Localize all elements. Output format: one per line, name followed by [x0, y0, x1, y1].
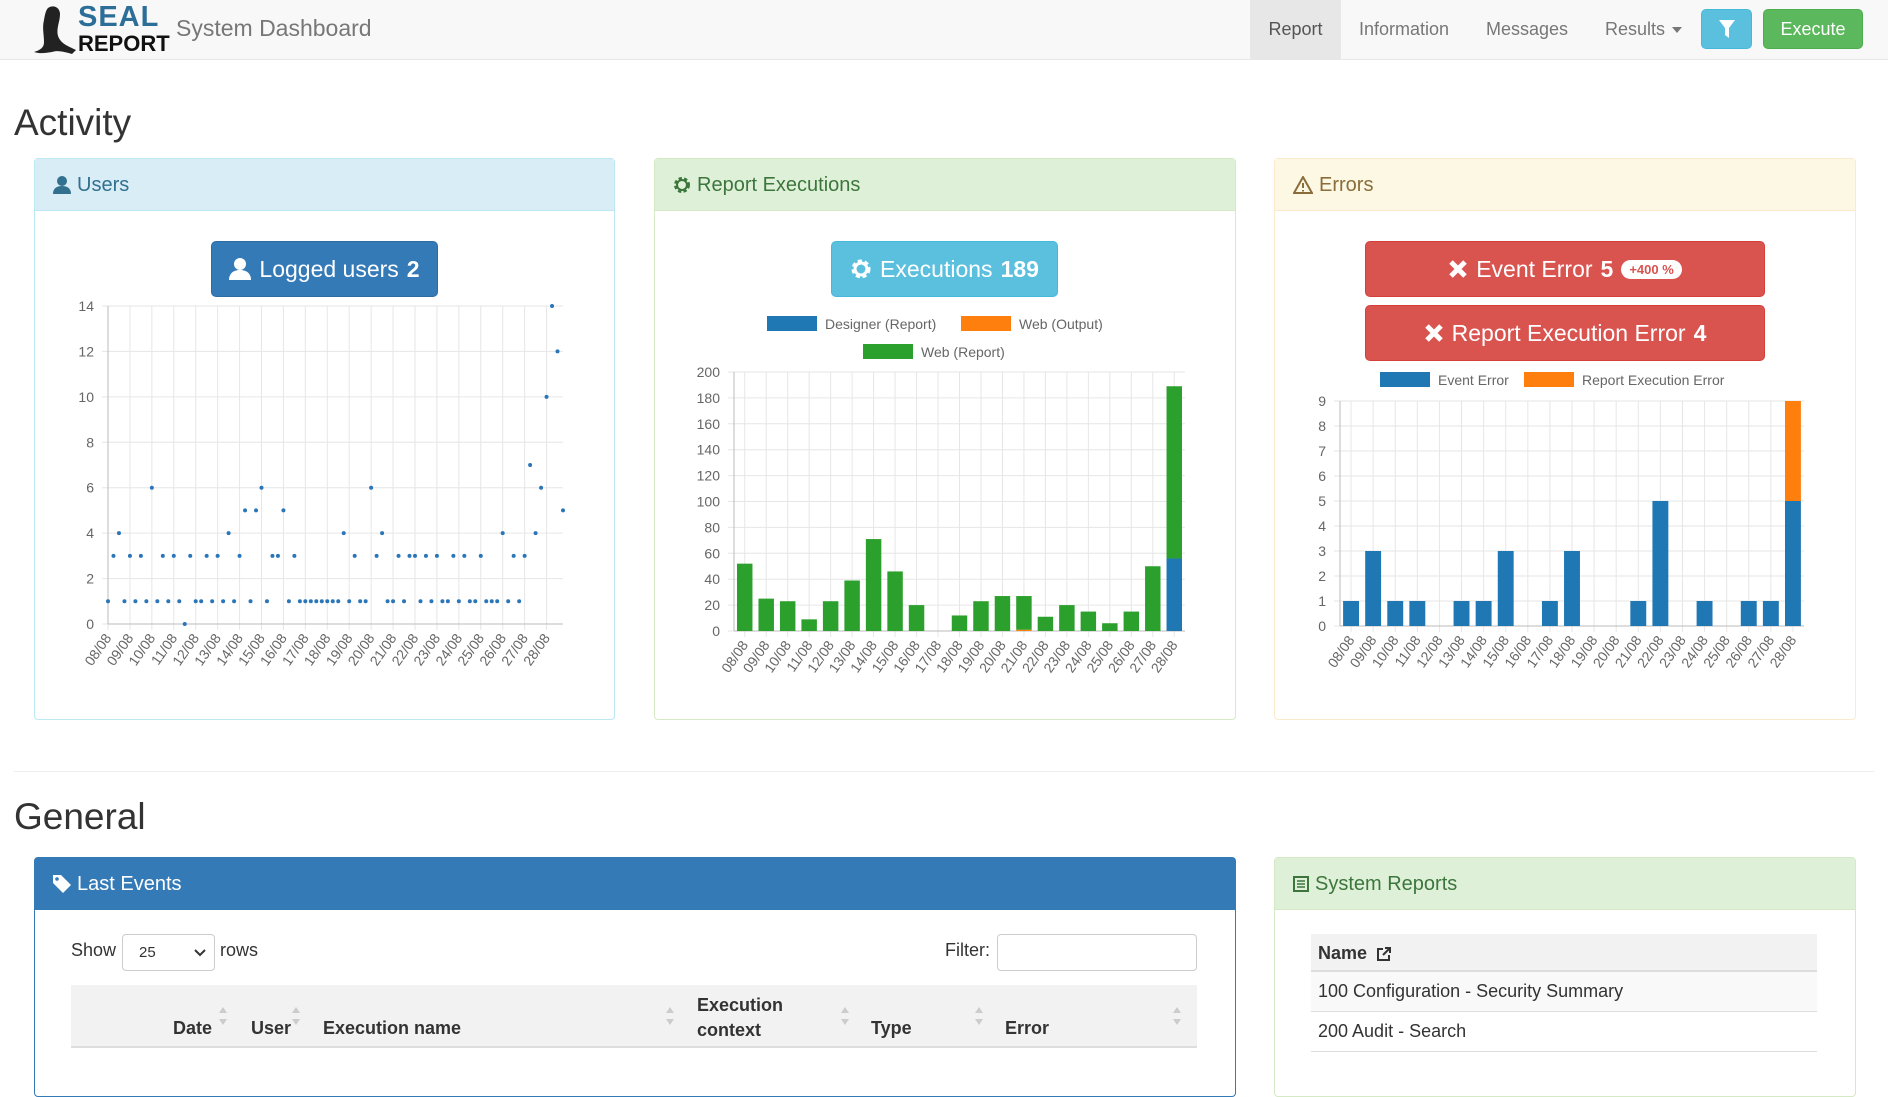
event-error-button[interactable]: Event Error 5 +400 % — [1365, 241, 1765, 297]
user-icon — [53, 175, 71, 194]
sort-icon — [975, 1007, 983, 1025]
panel-title: Report Executions — [697, 173, 861, 196]
badge: +400 % — [1621, 259, 1682, 279]
panel-header: Errors — [1275, 159, 1855, 211]
user-icon — [229, 258, 252, 280]
panel-header: Last Events — [35, 858, 1235, 910]
table-header: Date User Execution name Execution conte… — [71, 985, 1197, 1048]
column-header[interactable]: Execution context — [697, 995, 784, 1040]
external-icon — [1377, 947, 1391, 961]
nav-title: System Dashboard — [176, 15, 372, 41]
panel-title: System Reports — [1315, 872, 1458, 895]
divider — [14, 771, 1874, 772]
filter-input[interactable] — [997, 934, 1197, 971]
panel-title: Last Events — [77, 872, 182, 895]
button-value: 5 — [1600, 255, 1614, 282]
caret — [1672, 27, 1682, 33]
sort-icon — [1173, 1007, 1181, 1025]
menu-results[interactable]: Results — [1605, 19, 1666, 39]
brand-bottom: REPORT — [78, 31, 170, 56]
panel-title: Errors — [1319, 173, 1374, 196]
rows-label: rows — [220, 940, 259, 960]
execute-button[interactable]: Execute — [1763, 9, 1863, 49]
sort-icon — [292, 1007, 300, 1025]
panel-title: Users — [77, 173, 130, 196]
x-icon — [1424, 324, 1443, 342]
button-value: 189 — [1000, 255, 1039, 282]
tag-icon — [53, 874, 71, 893]
column-header[interactable]: Type — [871, 1018, 912, 1038]
button-label: Report Execution Error — [1451, 319, 1686, 346]
button-label: Event Error — [1476, 255, 1593, 282]
button-label: Logged users — [259, 255, 399, 282]
panel-header: System Reports — [1275, 858, 1855, 910]
column-header[interactable]: User — [251, 1018, 292, 1038]
executions-button[interactable]: Executions 189 — [831, 241, 1058, 297]
filter-icon — [1718, 20, 1735, 38]
section-title: General — [14, 796, 146, 837]
button-value: 2 — [406, 255, 420, 282]
column-header[interactable]: Error — [1005, 1018, 1050, 1038]
logged-users-button[interactable]: Logged users 2 — [211, 241, 438, 297]
table-row[interactable]: 200 Audit - Search — [1311, 1012, 1817, 1052]
warning-icon — [1293, 175, 1313, 194]
gear-icon — [851, 259, 871, 279]
menu-information[interactable]: Information — [1359, 19, 1450, 39]
section-title: Activity — [14, 102, 132, 143]
column-header[interactable]: Name — [1318, 943, 1368, 963]
rows-select[interactable]: 25 — [122, 934, 215, 971]
show-label: Show — [71, 940, 117, 960]
menu-messages[interactable]: Messages — [1486, 19, 1569, 39]
list-icon — [1293, 875, 1309, 892]
filter-button[interactable] — [1701, 9, 1752, 49]
gear-icon — [674, 176, 690, 193]
last-events-panel: Last Events — [34, 857, 1236, 1097]
table-header: Name — [1311, 934, 1817, 972]
menu-report[interactable]: Report — [1250, 0, 1341, 59]
sort-icon — [666, 1007, 674, 1025]
navbar: SEAL REPORT System Dashboard Report Info… — [0, 0, 1888, 60]
panel-header: Report Executions — [655, 159, 1235, 211]
brand-top: SEAL — [78, 1, 160, 33]
chevron — [194, 949, 206, 957]
select-value: 25 — [139, 944, 156, 961]
column-header[interactable]: Execution name — [323, 1018, 462, 1038]
column-header[interactable]: Date — [173, 1018, 213, 1038]
sort-icon — [841, 1007, 849, 1025]
button-value: 4 — [1693, 319, 1707, 346]
panel-header: Users — [35, 159, 614, 211]
x-icon — [1449, 260, 1467, 278]
filter-label: Filter: — [945, 940, 990, 960]
report-error-button[interactable]: Report Execution Error 4 — [1365, 305, 1765, 361]
button-label: Executions — [880, 255, 993, 282]
table-row[interactable]: 100 Configuration - Security Summary — [1311, 972, 1817, 1012]
report-name: 100 Configuration - Security Summary — [1318, 981, 1624, 1001]
logo-icon — [34, 6, 76, 54]
sort-icon — [219, 1007, 227, 1025]
report-name: 200 Audit - Search — [1318, 1021, 1467, 1041]
